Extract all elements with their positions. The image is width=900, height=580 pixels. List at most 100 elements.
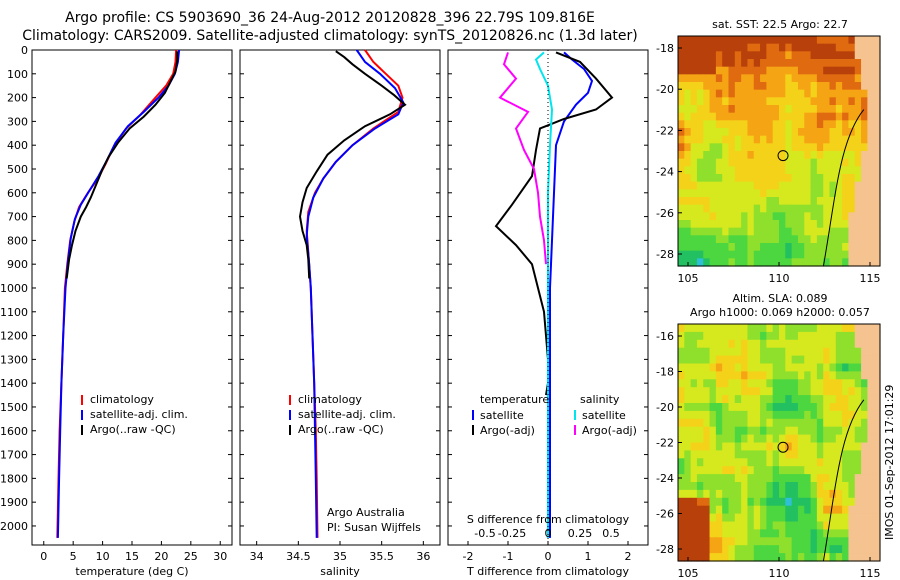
- map-cell: [779, 505, 786, 515]
- map-cell: [816, 497, 824, 507]
- map-cell: [760, 151, 767, 160]
- map-cell: [873, 74, 881, 83]
- map-cell: [772, 158, 780, 167]
- map-cell: [842, 112, 850, 121]
- map-cell: [829, 513, 837, 523]
- map-cell: [829, 181, 837, 190]
- map-cell: [861, 387, 868, 396]
- map-cell: [804, 112, 812, 121]
- map-cell: [772, 227, 780, 236]
- map-cell: [791, 151, 799, 160]
- map-cell: [734, 128, 742, 137]
- map-cell: [848, 482, 856, 491]
- map-cell: [791, 89, 799, 98]
- map-cell: [747, 442, 755, 451]
- map-cell: [760, 497, 767, 507]
- map-cell: [810, 51, 818, 60]
- map-cell: [722, 545, 730, 554]
- map-cell: [791, 227, 799, 236]
- map-cell: [804, 197, 812, 206]
- map-cell: [703, 537, 711, 546]
- map-cell: [734, 387, 742, 396]
- map-cell: [703, 212, 711, 221]
- map-cell: [747, 258, 755, 267]
- map-cell: [823, 97, 831, 106]
- map-cell: [715, 243, 723, 252]
- map-cell: [785, 158, 793, 167]
- map-cell: [854, 105, 862, 114]
- map-cell: [703, 497, 711, 507]
- map-cell: [873, 497, 881, 507]
- map-cell: [709, 36, 717, 45]
- map-cell: [722, 418, 730, 428]
- map-cell: [804, 395, 812, 404]
- map-cell: [873, 258, 881, 267]
- map-cell: [848, 418, 856, 428]
- map-cell: [684, 521, 692, 530]
- map-cell: [690, 410, 698, 420]
- map-cell: [797, 82, 805, 91]
- map-cell: [747, 112, 755, 121]
- map-cell: [772, 135, 780, 144]
- map-cell: [772, 36, 780, 45]
- map-cell: [728, 135, 736, 144]
- map-cell: [741, 143, 749, 152]
- map-cell: [772, 105, 780, 114]
- map-cell: [829, 227, 837, 236]
- map-cell: [823, 355, 831, 365]
- map-cell: [728, 466, 736, 475]
- map-cell: [766, 458, 774, 467]
- map-cell: [684, 112, 692, 121]
- map-cell: [779, 387, 786, 396]
- map-cell: [791, 181, 799, 190]
- map-cell: [829, 434, 837, 444]
- map-cell: [722, 51, 730, 60]
- map-cell: [766, 51, 774, 60]
- map-cell: [867, 466, 875, 475]
- map-cell: [703, 143, 711, 152]
- map-cell: [873, 466, 881, 475]
- map-cell: [715, 120, 723, 129]
- map-cell: [753, 418, 761, 428]
- map-cell: [861, 529, 868, 538]
- map-cell: [791, 243, 799, 252]
- map-cell: [715, 235, 723, 244]
- map-cell: [741, 545, 749, 554]
- map-cell: [854, 379, 862, 388]
- map-cell: [690, 89, 698, 98]
- map-cell: [722, 66, 730, 75]
- map-cell: [861, 418, 868, 428]
- map-cell: [728, 36, 736, 45]
- map-cell: [696, 537, 704, 546]
- map-cell: [684, 189, 692, 198]
- map-cell: [760, 97, 767, 106]
- map-cell: [867, 166, 875, 175]
- map-cell: [772, 181, 780, 190]
- map-cell: [722, 89, 730, 98]
- map-cell: [734, 97, 742, 106]
- map-cell: [753, 74, 761, 83]
- map-cell: [785, 458, 793, 467]
- map-cell: [804, 143, 812, 152]
- map-cell: [766, 66, 774, 75]
- map-cell: [696, 450, 704, 459]
- map-cell: [772, 497, 780, 507]
- map-cell: [703, 89, 711, 98]
- map-cell: [873, 250, 881, 259]
- map-cell: [785, 474, 793, 483]
- map-cell: [823, 174, 831, 183]
- map-cell: [791, 66, 799, 75]
- map-cell: [823, 220, 831, 229]
- map-cell: [873, 324, 881, 333]
- x-tick-label: 25: [184, 550, 198, 563]
- map-cell: [867, 371, 875, 380]
- map-cell: [728, 143, 736, 152]
- map-cell: [709, 371, 717, 380]
- map-cell: [734, 189, 742, 198]
- map-cell: [785, 220, 793, 229]
- map-cell: [715, 220, 723, 229]
- map-cell: [873, 66, 881, 75]
- map-cell: [741, 197, 749, 206]
- map-cell: [678, 355, 685, 365]
- map-cell: [785, 128, 793, 137]
